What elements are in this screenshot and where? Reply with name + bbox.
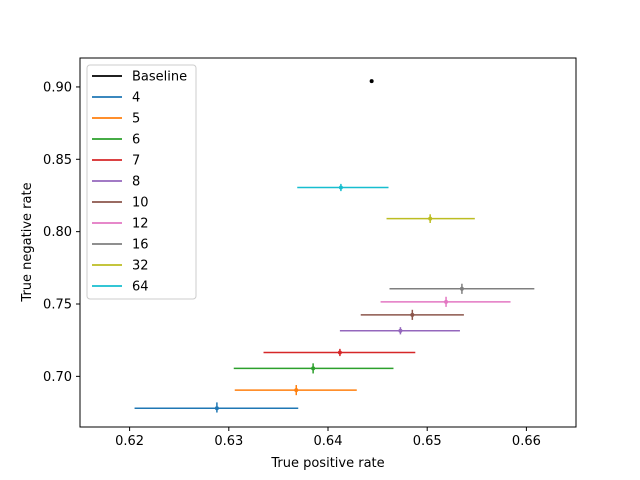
legend-label: 12 (132, 217, 149, 232)
legend-label: Baseline (132, 70, 187, 85)
data-point-marker (337, 350, 342, 355)
y-axis: 0.70 0.75 0.80 0.85 0.90 (43, 80, 80, 385)
x-axis: 0.62 0.63 0.64 0.65 0.66 (115, 427, 541, 449)
y-tick-label: 0.90 (43, 80, 72, 95)
y-tick-label: 0.80 (43, 225, 72, 240)
series-8-point (339, 327, 460, 335)
data-point-marker (410, 312, 415, 317)
legend-label: 64 (132, 280, 149, 295)
chart-marks (134, 79, 535, 413)
x-tick-label: 0.63 (214, 434, 243, 449)
series-4-point (134, 402, 299, 413)
series-16-point (389, 283, 535, 294)
data-point-marker (398, 328, 403, 333)
series-7-point (263, 348, 416, 357)
legend: Baseline 4 5 6 7 8 10 12 16 32 64 (86, 64, 197, 300)
data-point-marker (338, 185, 343, 190)
x-tick-label: 0.66 (512, 434, 541, 449)
legend-label: 32 (132, 259, 149, 274)
series-6-point (233, 363, 394, 374)
x-tick-label: 0.65 (413, 434, 442, 449)
legend-label: 5 (132, 112, 140, 127)
x-tick-label: 0.62 (115, 434, 144, 449)
data-point-marker (444, 299, 449, 304)
data-point-marker (459, 286, 464, 291)
y-tick-label: 0.70 (43, 370, 72, 385)
data-point-marker (214, 406, 219, 411)
series-64-point (297, 183, 389, 192)
y-tick-label: 0.85 (43, 153, 72, 168)
y-axis-label: True negative rate (20, 182, 35, 302)
y-tick-label: 0.75 (43, 298, 72, 313)
legend-label: 7 (132, 154, 140, 169)
series-12-point (380, 296, 511, 307)
series-32-point (386, 214, 475, 223)
data-point-marker (428, 216, 433, 221)
legend-label: 4 (132, 91, 140, 106)
legend-label: 10 (132, 196, 149, 211)
x-tick-label: 0.64 (314, 434, 343, 449)
series-10-point (360, 309, 464, 320)
legend-label: 6 (132, 133, 140, 148)
data-point-marker (311, 366, 316, 371)
legend-label: 8 (132, 175, 140, 190)
series-Baseline-point (369, 79, 374, 84)
series-5-point (234, 385, 357, 396)
legend-box (86, 64, 197, 300)
legend-label: 16 (132, 238, 149, 253)
x-axis-label: True positive rate (270, 456, 384, 471)
data-point-marker (369, 79, 374, 84)
data-point-marker (294, 388, 299, 393)
